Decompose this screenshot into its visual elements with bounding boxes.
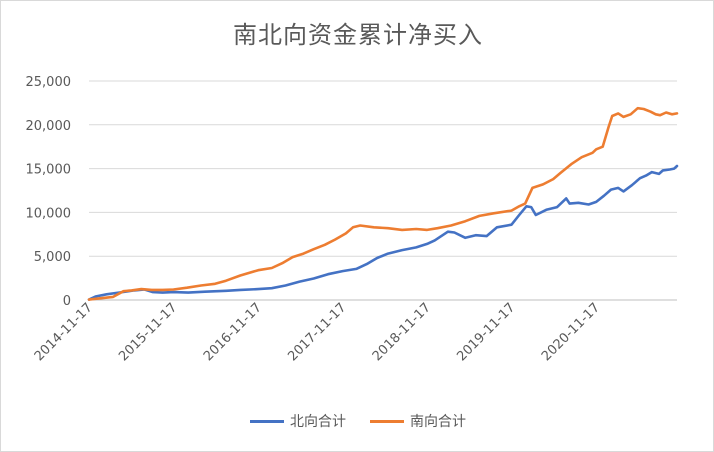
x-tick-label: 2015-11-17: [116, 300, 180, 364]
chart-title: 南北向资金累计净买入: [233, 21, 483, 49]
y-tick-label: 20,000: [26, 119, 72, 134]
series-line-south: [87, 106, 679, 301]
legend-item: 北向合计: [250, 411, 346, 431]
x-tick-label: 2014-11-17: [32, 300, 96, 364]
series-line-north: [87, 164, 679, 301]
y-tick-label: 25,000: [26, 75, 72, 90]
legend: 北向合计 南向合计: [1, 411, 713, 431]
y-tick-label: 10,000: [26, 206, 72, 221]
x-tick-label: 2020-11-17: [539, 300, 603, 364]
x-tick-label: 2019-11-17: [454, 300, 518, 364]
plot-area: 0 5,000 10,000 15,000 20,000 25,000 2014-11-17…: [26, 75, 679, 364]
x-tick-label: 2018-11-17: [370, 300, 434, 364]
y-tick-label: 5,000: [34, 250, 71, 265]
legend-label: 北向合计: [290, 414, 346, 430]
x-tick-label: 2017-11-17: [285, 300, 349, 364]
legend-swatch: [370, 419, 404, 423]
x-tick-label: 2016-11-17: [201, 300, 265, 364]
y-tick-label: 15,000: [26, 163, 72, 178]
legend-swatch: [250, 419, 284, 423]
legend-item: 南向合计: [370, 411, 466, 431]
y-tick-label: 0: [63, 294, 71, 309]
legend-label: 南向合计: [410, 414, 466, 430]
